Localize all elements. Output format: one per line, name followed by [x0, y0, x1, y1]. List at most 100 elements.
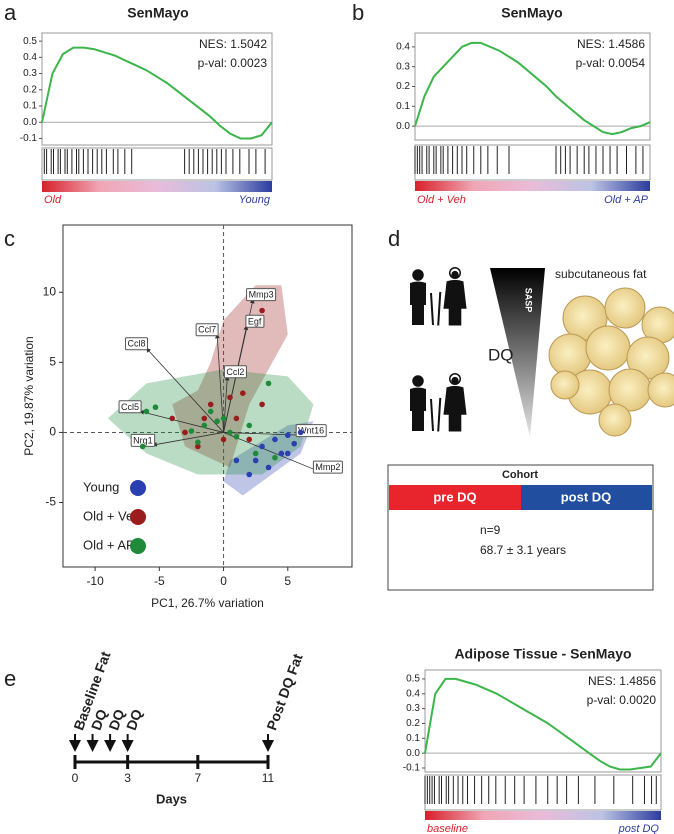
- sasp-triangle: [490, 268, 545, 437]
- annotation: NES: 1.4586: [577, 37, 645, 51]
- hull: [223, 421, 314, 496]
- plot-frame: [424, 669, 662, 773]
- legend-label: Old + Veh: [83, 508, 140, 523]
- enrichment-curve: [41, 46, 273, 140]
- y-tick-label: -5: [45, 495, 56, 509]
- rank-gradient: [42, 181, 272, 192]
- treatment-label: DQ: [488, 345, 514, 364]
- body: [443, 385, 467, 415]
- x-tick-label: 0: [220, 574, 227, 588]
- loading-arrow: [145, 347, 224, 433]
- fat-cell: [550, 370, 580, 400]
- point: [220, 436, 227, 443]
- fat-cells: [548, 287, 674, 437]
- fat-label: subcutaneous fat: [555, 267, 647, 281]
- point: [152, 404, 159, 411]
- y-tick-label: 0.4: [23, 52, 37, 63]
- y-tick-label: 0.4: [396, 42, 410, 53]
- x-axis-title: PC1, 26.7% variation: [151, 596, 264, 610]
- body: [410, 281, 426, 305]
- fat-cell: [647, 372, 674, 408]
- y-tick-label: 0: [49, 425, 56, 439]
- fat-cell: [548, 333, 592, 377]
- point: [188, 428, 195, 434]
- annotation: p-val: 0.0023: [198, 56, 268, 70]
- barcode-frame: [414, 144, 651, 181]
- point: [272, 436, 278, 443]
- loading-box: [312, 460, 343, 474]
- chart-title: Adipose Tissue - SenMayo: [454, 646, 631, 662]
- legs: [448, 410, 462, 432]
- loading-label: Ccl2: [226, 367, 244, 377]
- point: [246, 422, 253, 429]
- cane: [437, 397, 442, 432]
- loading-box: [245, 314, 265, 328]
- barcode-frame: [424, 774, 662, 811]
- y-tick-label: 0.0: [406, 748, 420, 759]
- cane: [430, 292, 434, 326]
- point: [284, 432, 291, 439]
- loading-box: [295, 424, 327, 438]
- phenotype-label: baseline: [427, 823, 468, 834]
- x-tick-label: 5: [284, 574, 291, 588]
- y-tick-label: 0.1: [396, 101, 410, 112]
- event-label: DQ: [105, 707, 127, 732]
- point: [207, 408, 214, 415]
- point: [220, 415, 227, 422]
- legend-swatch: [130, 509, 146, 525]
- y-axis-title: PC2, 19.87% variation: [22, 336, 36, 455]
- phenotype-label: Old + AP: [604, 194, 649, 206]
- loading-arrow: [152, 432, 224, 447]
- phenotype-label: Young: [239, 194, 271, 206]
- point: [169, 415, 175, 422]
- panel-label: b: [352, 0, 364, 25]
- loading-label: Wnt16: [298, 426, 324, 436]
- point: [233, 415, 240, 422]
- annotation: p-val: 0.0054: [576, 56, 646, 70]
- point: [272, 454, 278, 461]
- loading-box: [118, 400, 142, 414]
- point: [201, 415, 208, 422]
- y-tick-label: -0.1: [20, 133, 38, 144]
- loading-box: [124, 337, 148, 351]
- enrichment-curve: [424, 677, 662, 771]
- y-tick-label: 10: [43, 284, 57, 298]
- fat-cell: [585, 325, 631, 371]
- point: [246, 471, 253, 478]
- x-tick-label: -5: [154, 574, 165, 588]
- y-tick-label: -0.1: [403, 763, 421, 774]
- loading-label: Nrg1: [133, 435, 153, 445]
- legend-label: Young: [83, 479, 119, 494]
- body: [410, 387, 426, 411]
- point: [207, 401, 214, 408]
- head: [412, 375, 424, 387]
- loading-label: Ccl8: [127, 339, 145, 349]
- rank-gradient: [415, 181, 650, 191]
- point: [259, 401, 265, 408]
- legend-swatch: [130, 538, 146, 554]
- y-tick-label: 5: [49, 355, 56, 369]
- point: [284, 450, 291, 457]
- chart-title: SenMayo: [127, 5, 188, 21]
- loading-label: Egf: [248, 316, 262, 326]
- legend-label: Old + AP: [83, 537, 135, 552]
- cohort-n: n=9: [480, 523, 501, 537]
- plot-frame: [62, 224, 353, 568]
- loading-arrow: [139, 410, 224, 433]
- y-tick-label: 0.1: [406, 733, 420, 744]
- point: [259, 307, 265, 314]
- annotation: NES: 1.4856: [588, 674, 656, 688]
- y-tick-label: 0.5: [23, 36, 37, 47]
- point: [252, 450, 259, 457]
- y-tick-label: 0.5: [406, 674, 420, 685]
- annotation: NES: 1.5042: [199, 37, 267, 51]
- group-label: post DQ: [561, 489, 612, 504]
- chart-title: SenMayo: [501, 5, 562, 21]
- legs: [412, 305, 424, 325]
- point: [143, 408, 150, 415]
- y-tick-label: 0.3: [396, 61, 410, 72]
- annotation: p-val: 0.0020: [587, 693, 657, 707]
- panel-label: c: [4, 226, 15, 251]
- point: [233, 457, 240, 464]
- point: [265, 380, 272, 387]
